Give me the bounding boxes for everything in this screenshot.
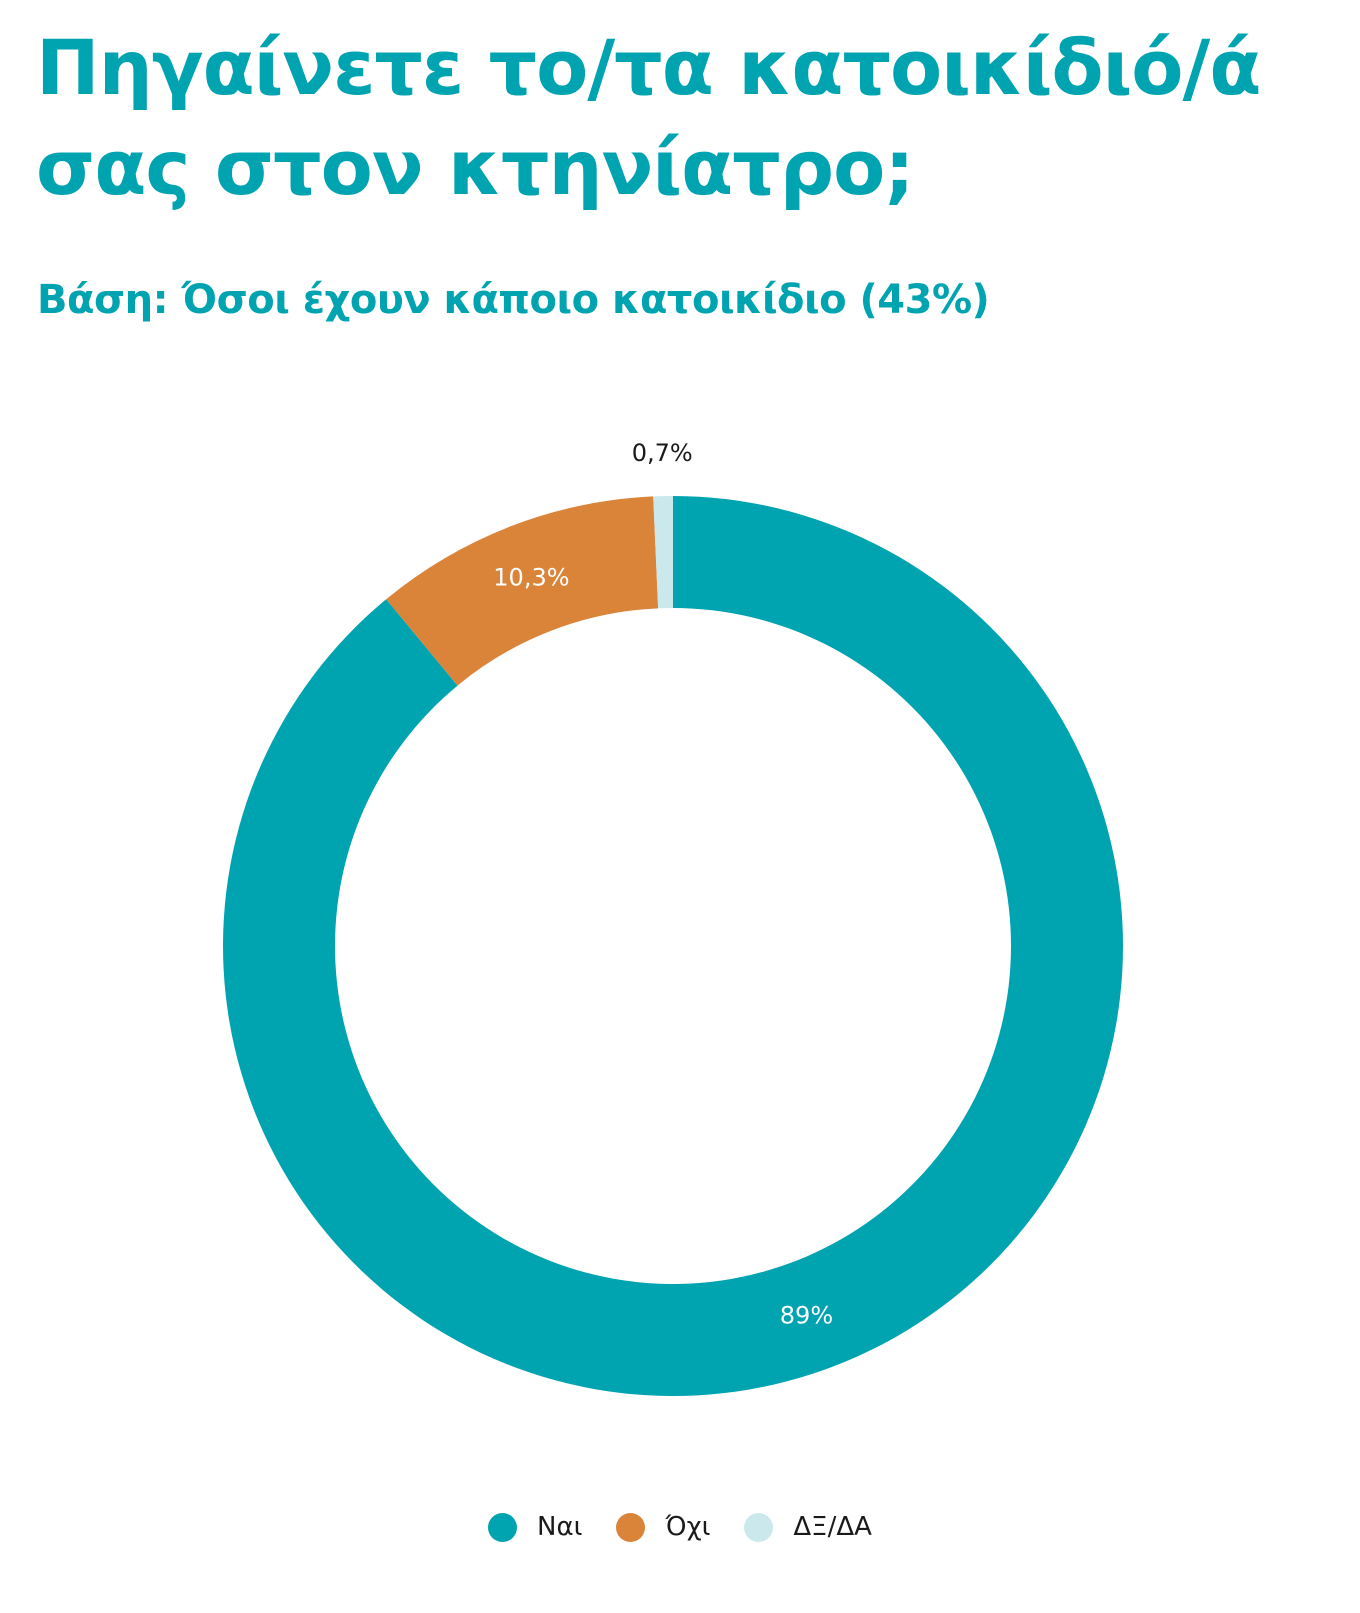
chart-title: Πηγαίνετε το/τα κατοικίδιό/ά σας στον κτ…: [36, 23, 1261, 212]
data-label-dk-na: 0,7%: [632, 439, 693, 467]
legend-label-no: Όχι: [665, 1512, 711, 1542]
chart-subtitle: Βάση: Όσοι έχουν κάποιο κατοικίδιο (43%): [37, 277, 990, 323]
donut-chart: 89% 10,3% 0,7%: [223, 439, 1124, 1396]
donut-slice-no: [386, 496, 659, 686]
data-label-yes: 89%: [780, 1302, 833, 1330]
legend-swatch-no: [616, 1512, 646, 1542]
donut-slice-yes: [223, 496, 1124, 1396]
legend-swatch-yes: [488, 1512, 518, 1542]
chart-legend: Ναι Όχι ΔΞ/ΔΑ: [0, 1505, 1360, 1549]
legend-label-yes: Ναι: [537, 1512, 583, 1542]
legend-swatch-dk-na: [744, 1512, 774, 1542]
legend-item-no: Όχι: [616, 1512, 710, 1542]
donut-slice-dk-na: [653, 496, 673, 609]
legend-label-dk-na: ΔΞ/ΔΑ: [793, 1512, 872, 1542]
data-label-no: 10,3%: [493, 563, 569, 591]
legend-item-yes: Ναι: [488, 1512, 582, 1542]
legend-item-dk-na: ΔΞ/ΔΑ: [744, 1512, 872, 1542]
